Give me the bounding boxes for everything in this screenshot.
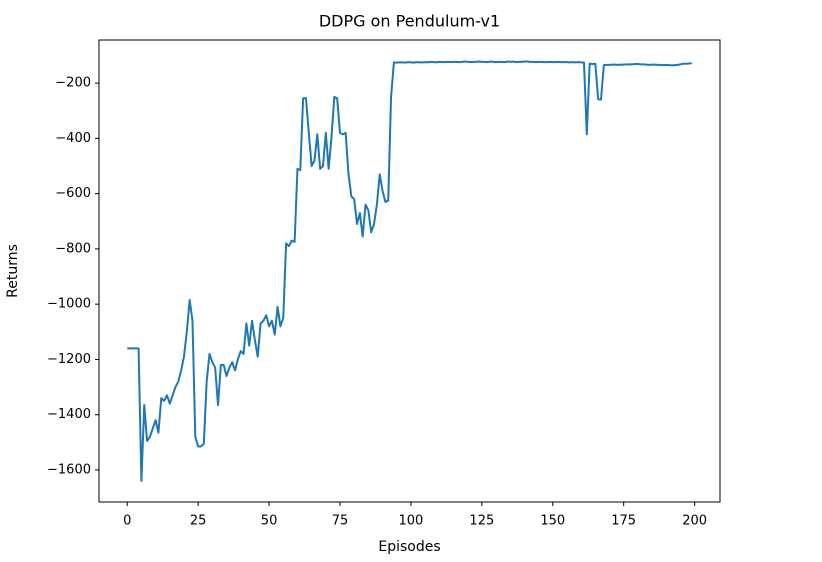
- x-tick-label: 200: [682, 514, 707, 529]
- y-tick-label: −1600: [47, 462, 91, 477]
- y-tick-label: −600: [55, 186, 91, 201]
- x-tick-label: 175: [611, 514, 636, 529]
- y-tick-label: −200: [55, 76, 91, 91]
- x-tick-label: 75: [332, 514, 349, 529]
- y-tick-label: −1000: [47, 297, 91, 312]
- x-tick-label: 25: [190, 514, 207, 529]
- plot-frame: [98, 39, 721, 503]
- x-tick-label: 100: [399, 514, 424, 529]
- y-tick-label: −1200: [47, 352, 91, 367]
- x-tick-label: 150: [540, 514, 565, 529]
- x-axis-label: Episodes: [378, 539, 440, 555]
- x-tick-label: 50: [261, 514, 278, 529]
- x-tick-label: 0: [123, 514, 131, 529]
- x-tick-label: 125: [469, 514, 494, 529]
- y-tick-label: −400: [55, 131, 91, 146]
- y-tick-label: −1400: [47, 407, 91, 422]
- line-series: [127, 60, 692, 482]
- chart-title: DDPG on Pendulum-v1: [319, 12, 500, 31]
- y-axis-label: Returns: [5, 244, 21, 298]
- y-tick-label: −800: [55, 241, 91, 256]
